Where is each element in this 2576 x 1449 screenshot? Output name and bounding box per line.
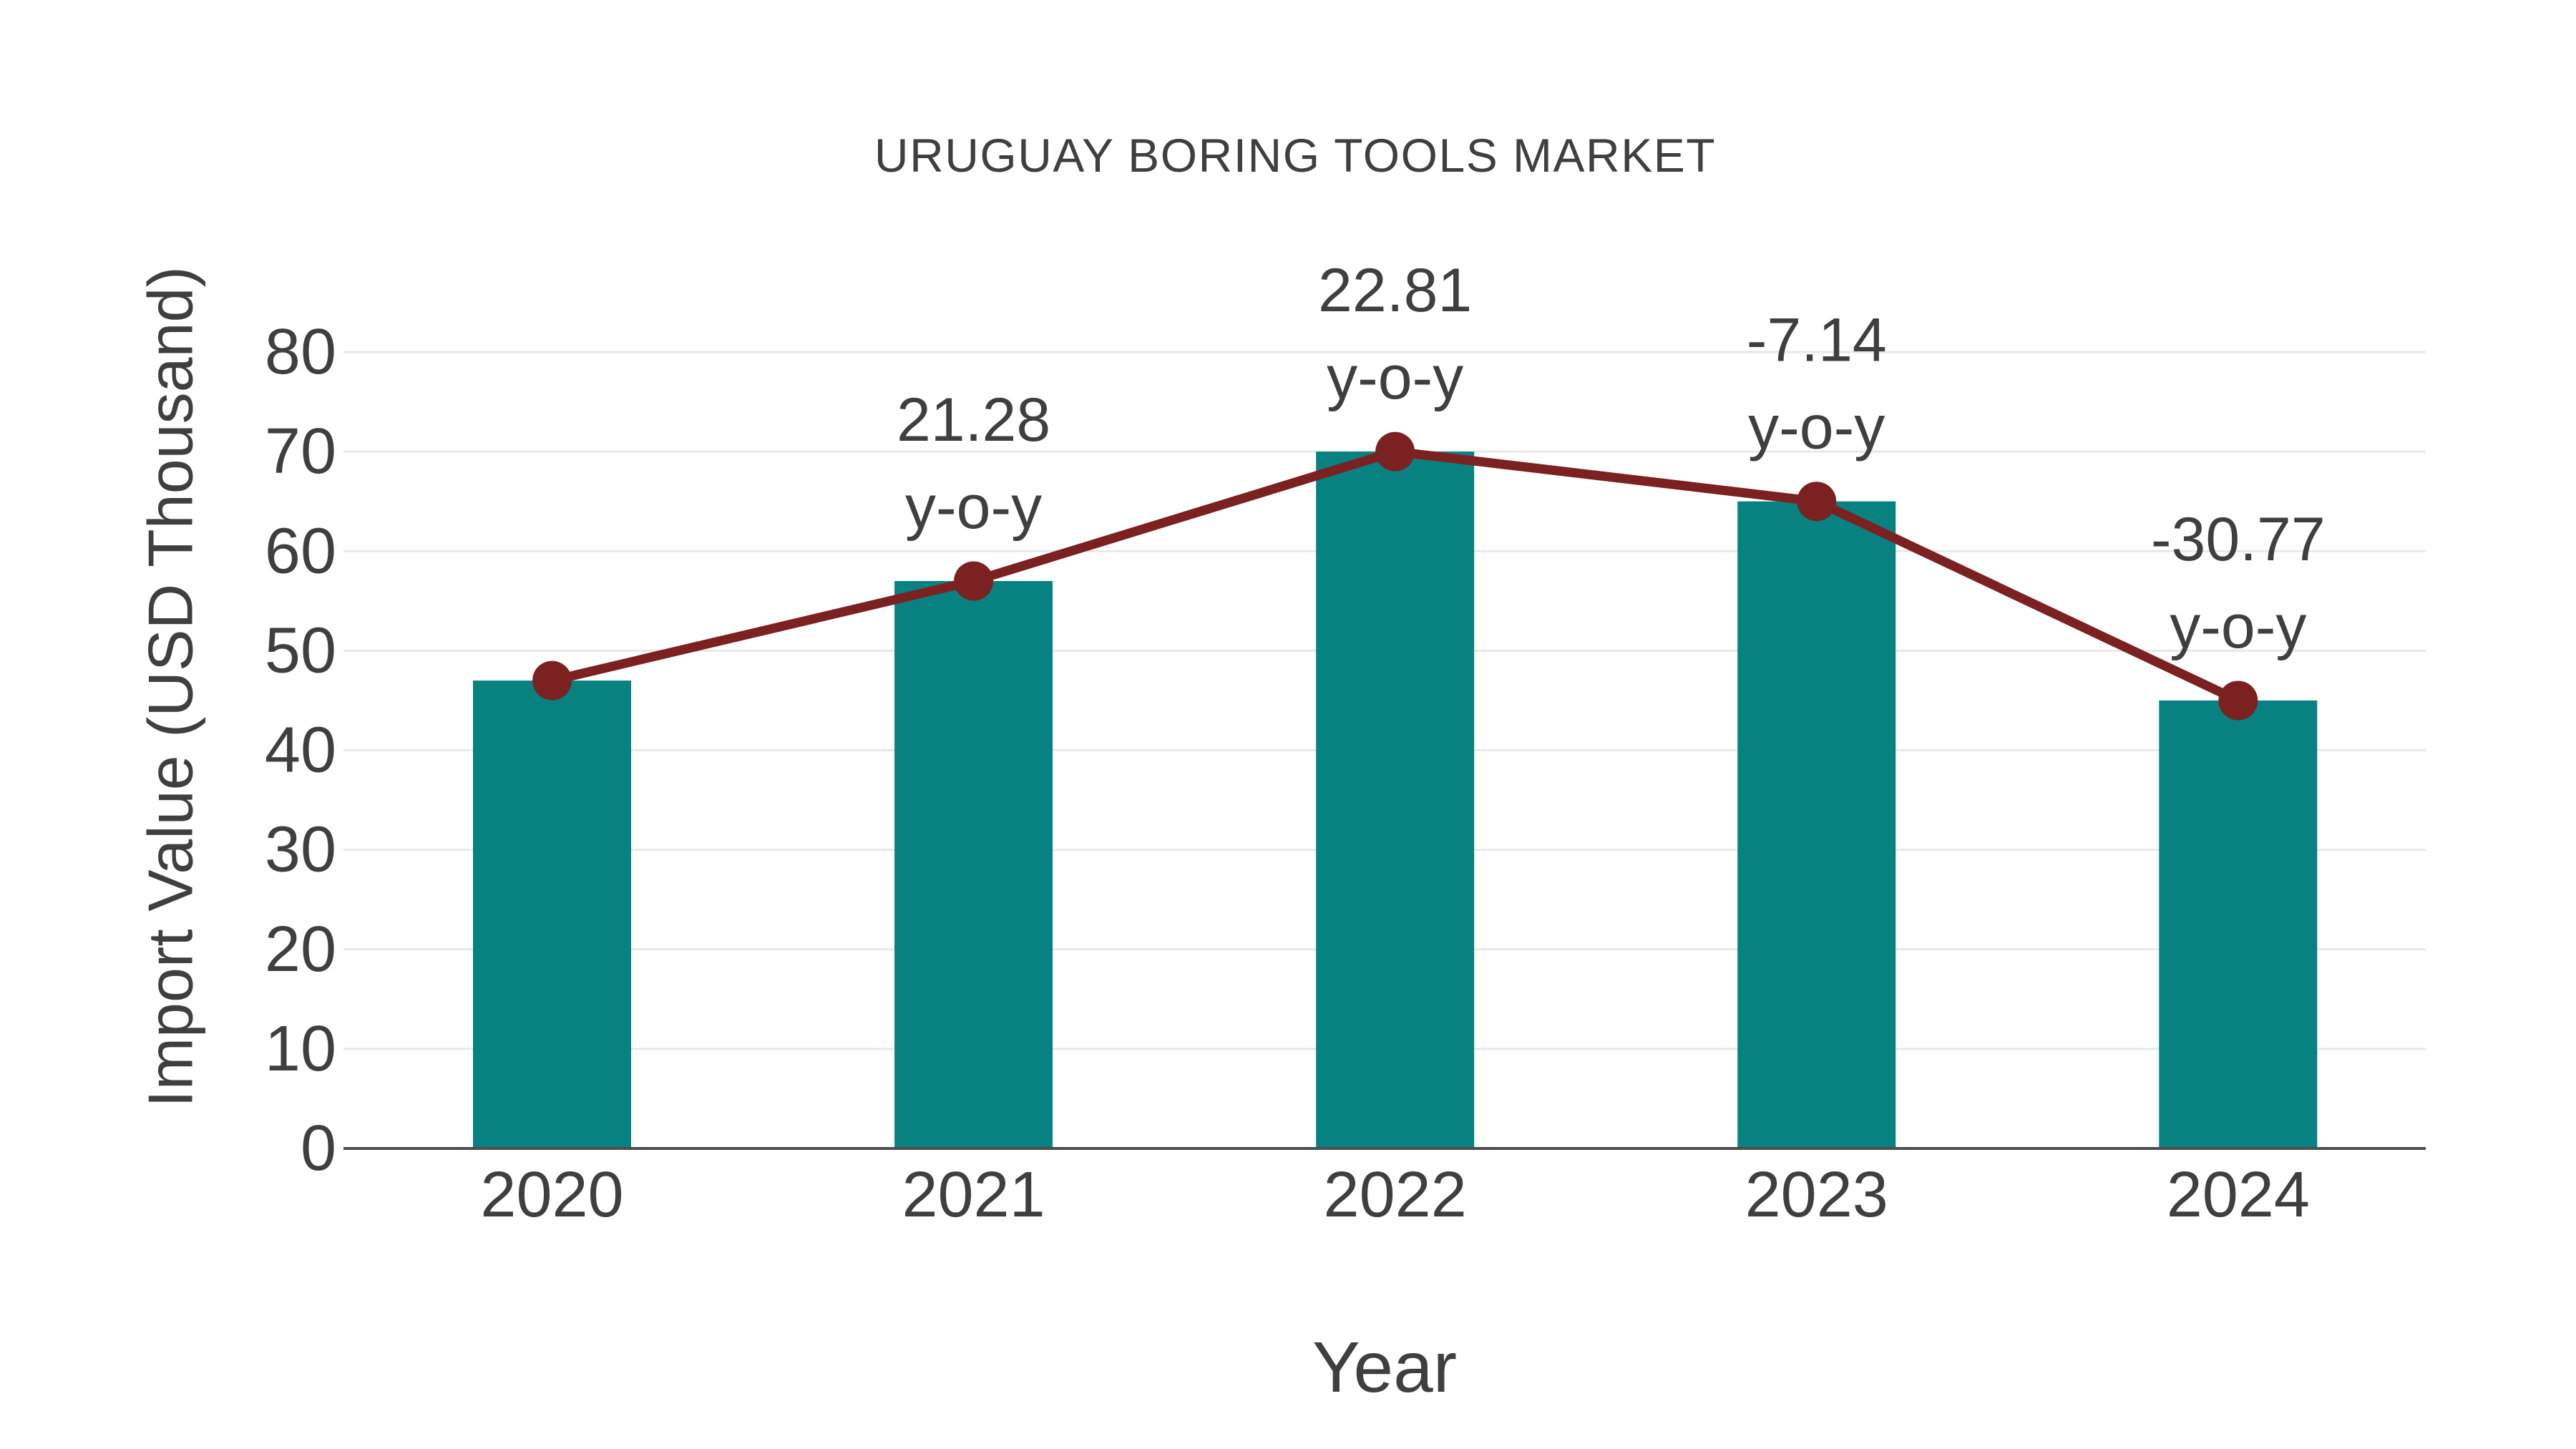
bar-2021	[894, 580, 1053, 1148]
chart-title: URUGUAY BORING TOOLS MARKET	[874, 129, 1716, 182]
x-tick-label-2022: 2022	[1324, 1159, 1467, 1231]
y-tick-label-30: 30	[265, 814, 336, 886]
bar-2022	[1316, 452, 1475, 1148]
annotation-label-2024: y-o-y	[2170, 592, 2306, 661]
x-tick-label-2023: 2023	[1745, 1159, 1888, 1231]
annotation-value-2023: -7.14	[1747, 306, 1887, 375]
annotation-value-2024: -30.77	[2151, 505, 2326, 574]
plot-area: 0 10 20 30 40 50 60 70 80 21.28 y-o-y 22.81 y-o-y -7.…	[265, 256, 2426, 1231]
y-tick-label-20: 20	[265, 914, 336, 985]
annotation-value-2022: 22.81	[1318, 256, 1472, 325]
y-tick-label-40: 40	[265, 715, 336, 786]
annotation-label-2022: y-o-y	[1327, 343, 1463, 412]
x-axis-title: Year	[1312, 1327, 1457, 1407]
marker-2022	[1375, 431, 1415, 472]
y-axis-title: Import Value (USD Thousand)	[135, 266, 206, 1108]
y-tick-label-70: 70	[265, 416, 336, 487]
marker-2023	[1797, 482, 1837, 522]
x-tick-label-2020: 2020	[480, 1159, 623, 1231]
marker-2021	[954, 561, 994, 601]
marker-2020	[532, 660, 572, 701]
y-tick-label-0: 0	[301, 1113, 336, 1184]
y-tick-label-60: 60	[265, 515, 336, 587]
annotation-label-2021: y-o-y	[905, 473, 1042, 542]
annotation-value-2021: 21.28	[897, 386, 1050, 454]
bar-2020	[473, 680, 631, 1148]
annotation-label-2023: y-o-y	[1748, 394, 1885, 462]
y-tick-label-80: 80	[265, 316, 336, 388]
bar-2024	[2159, 700, 2318, 1148]
y-tick-label-10: 10	[265, 1013, 336, 1085]
marker-2024	[2218, 680, 2258, 721]
y-tick-label-50: 50	[265, 615, 336, 686]
x-tick-label-2024: 2024	[2167, 1159, 2310, 1231]
x-tick-label-2021: 2021	[902, 1159, 1045, 1231]
bar-2023	[1737, 501, 1896, 1148]
